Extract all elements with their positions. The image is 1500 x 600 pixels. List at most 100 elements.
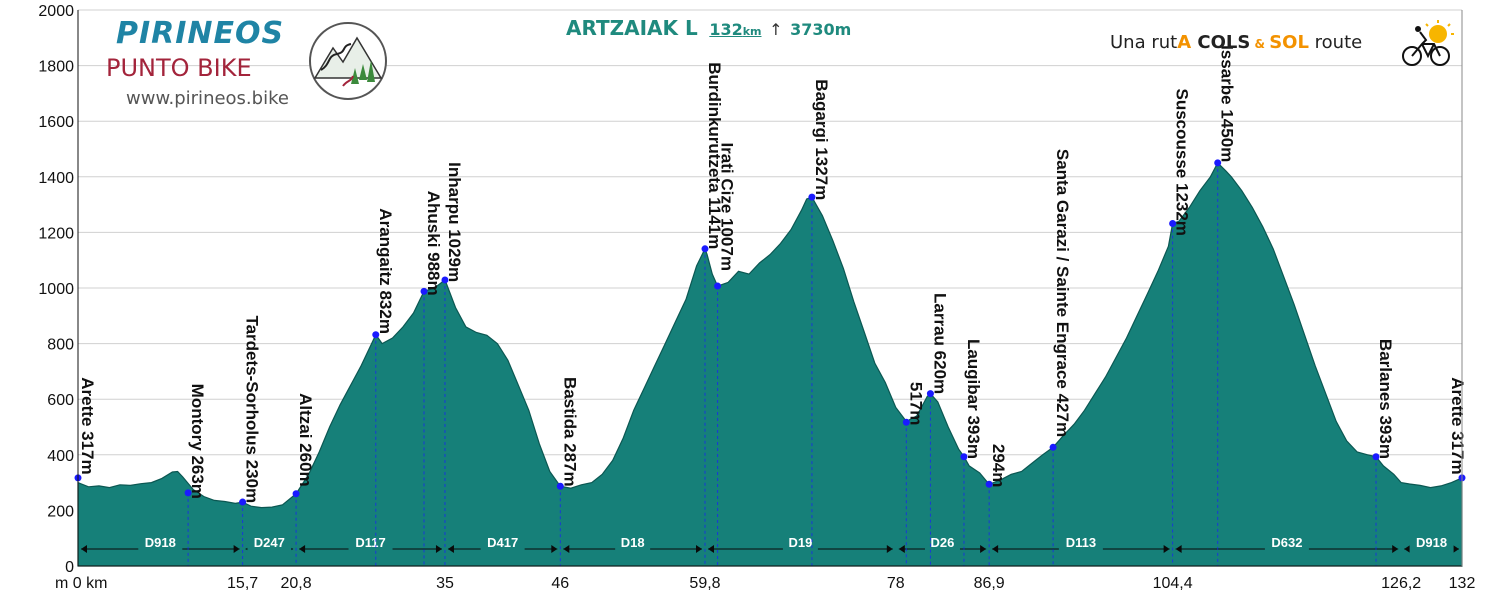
road-segments-group: D918 D247 D117 D417 D18 D19 D26 D113 D632 D918 (81, 535, 1459, 553)
road-label: D918 (145, 535, 176, 550)
road-label-bg (348, 539, 393, 553)
waypoint-marker (441, 276, 449, 284)
waypoint-label: Santa Garazi / Sainte Engrace 427m (1053, 149, 1072, 437)
waypoint-marker (1372, 453, 1380, 461)
y-tick-label: 1400 (38, 170, 74, 187)
x-tick-label: 15,7 (227, 575, 258, 592)
profile-area-group (77, 161, 1463, 567)
road-label: D417 (487, 535, 518, 550)
waypoint-marker (1214, 159, 1222, 167)
waypoint-marker (184, 489, 192, 497)
road-label-bg (1264, 539, 1309, 553)
y-tick-label: 1600 (38, 114, 74, 131)
segment-arrow-right (980, 545, 987, 553)
waypoint-label: Bagargi 1327m (812, 79, 831, 200)
road-label: D19 (788, 535, 812, 550)
waypoint-marker (714, 282, 722, 290)
brand-subtitle: PUNTO BIKE (106, 54, 252, 82)
route-distance: 132km (709, 20, 761, 39)
waypoint-label: Ahuski 988m (424, 191, 443, 296)
road-label-bg (1409, 539, 1454, 553)
segment-arrow-left (1175, 545, 1182, 553)
road-label-bg (247, 539, 292, 553)
brand-logo: PIRINEOS PUNTO BIKE www.pirineos.bike (102, 12, 392, 112)
waypoint-marker (902, 418, 910, 426)
ascent-arrow-icon: ↑ (769, 20, 783, 39)
road-label-bg (615, 539, 651, 553)
waypoint-marker (926, 390, 934, 398)
segment-arrow-left (1404, 545, 1411, 553)
segment-arrow-left (898, 545, 905, 553)
segment-arrow-left (81, 545, 87, 553)
road-label-bg (1058, 539, 1103, 553)
waypoint-label: Montory 263m (188, 384, 207, 499)
waypoints-group: Arette 317m Montory 263m Tardets-Sorholus … (74, 45, 1467, 566)
y-tick-label: 200 (47, 503, 74, 520)
x-tick-label: 35 (436, 575, 454, 592)
road-label-bg (924, 539, 960, 553)
segment-arrow-right (1163, 545, 1170, 553)
road-label: D117 (355, 535, 385, 550)
waypoint-label: Tardets-Sorholus 230m (243, 315, 262, 503)
axes-group: 0 200 400 600 800 1000 1200 1400 1600 1800 2000 m 0… (38, 3, 1475, 592)
road-label: D113 (1066, 535, 1096, 550)
waypoint-marker (420, 287, 428, 295)
tagline-part: COLS (1191, 32, 1251, 53)
y-tick-label: 0 (65, 559, 74, 576)
y-tick-label: 400 (47, 448, 74, 465)
route-ascent: 3730m (790, 20, 852, 39)
y-tick-label: 1800 (38, 59, 74, 76)
x-tick-label: 104,4 (1153, 575, 1193, 592)
elevation-area (77, 161, 1463, 567)
segment-arrow-left (299, 545, 306, 553)
cyclist-sun-icon (1402, 20, 1454, 66)
waypoint-marker (556, 482, 564, 490)
segment-arrow-right (1392, 545, 1399, 553)
x-tick-label: 86,9 (974, 575, 1005, 592)
segment-arrow-left (992, 545, 999, 553)
segment-arrow-left (563, 545, 570, 553)
brand-url: www.pirineos.bike (126, 88, 289, 109)
x-tick-label: 132 (1449, 575, 1476, 592)
distance-unit: km (742, 25, 762, 38)
waypoint-label: Altzai 260m (296, 393, 315, 487)
waypoint-label: Bastida 287m (560, 377, 579, 487)
waypoint-label: Larrau 620m (930, 293, 949, 394)
tagline-part: A (1177, 32, 1192, 53)
waypoint-marker (1169, 220, 1177, 228)
waypoint-label: Arette 317m (1448, 377, 1467, 474)
segment-arrow-right (886, 545, 893, 553)
x-tick-label: 59,8 (689, 575, 720, 592)
waypoint-label: Suscousse 1232m (1173, 89, 1192, 236)
x-tick-label: 78 (887, 575, 905, 592)
waypoint-label: 517m (906, 382, 925, 425)
segment-arrow-right (551, 545, 558, 553)
y-tick-label: 600 (47, 392, 74, 409)
tagline-part: Una rut (1110, 32, 1178, 53)
brand-title: PIRINEOS (116, 16, 285, 51)
waypoint-marker (985, 480, 993, 488)
segment-arrow-right (695, 545, 702, 553)
x-axis-label: m 0 km (55, 575, 107, 592)
waypoint-label: Arangaitz 832m (376, 208, 395, 334)
road-label: D26 (931, 535, 955, 550)
waypoint-label: Issarbe 1450m (1218, 45, 1237, 162)
waypoint-marker (372, 331, 380, 339)
road-label-bg (138, 539, 183, 553)
segment-arrow-right (1453, 545, 1459, 553)
waypoint-marker (701, 245, 709, 253)
road-label: D247 (254, 535, 285, 550)
road-label: D918 (1416, 535, 1447, 550)
segment-arrow-right (435, 545, 442, 553)
waypoint-label: Irati Cize 1007m (718, 142, 737, 271)
mountain-road-logo-icon (309, 22, 387, 100)
y-tick-label: 800 (47, 337, 74, 354)
road-label: D18 (621, 535, 645, 550)
y-tick-label: 1000 (38, 281, 74, 298)
segment-arrow-left (447, 545, 454, 553)
waypoint-label: Inharpu 1029m (445, 162, 464, 282)
waypoint-label: 294m (989, 444, 1008, 487)
segment-arrow-left (707, 545, 714, 553)
waypoint-marker (808, 193, 816, 201)
